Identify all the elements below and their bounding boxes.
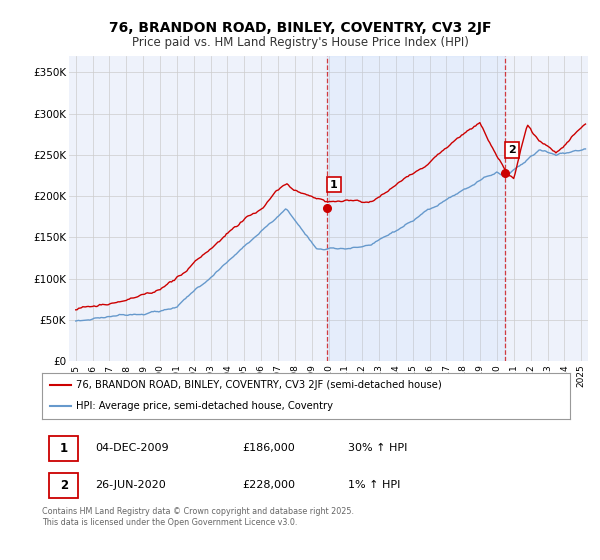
Text: 76, BRANDON ROAD, BINLEY, COVENTRY, CV3 2JF (semi-detached house): 76, BRANDON ROAD, BINLEY, COVENTRY, CV3 … xyxy=(76,380,442,390)
Text: 1: 1 xyxy=(60,442,68,455)
Text: Contains HM Land Registry data © Crown copyright and database right 2025.
This d: Contains HM Land Registry data © Crown c… xyxy=(42,507,354,527)
Text: Price paid vs. HM Land Registry's House Price Index (HPI): Price paid vs. HM Land Registry's House … xyxy=(131,36,469,49)
Text: 76, BRANDON ROAD, BINLEY, COVENTRY, CV3 2JF: 76, BRANDON ROAD, BINLEY, COVENTRY, CV3 … xyxy=(109,21,491,35)
Bar xyxy=(327,56,505,361)
Text: HPI: Average price, semi-detached house, Coventry: HPI: Average price, semi-detached house,… xyxy=(76,402,334,412)
Text: 04-DEC-2009: 04-DEC-2009 xyxy=(95,444,169,454)
Text: 2: 2 xyxy=(60,479,68,492)
Text: 1: 1 xyxy=(330,180,338,190)
Text: £186,000: £186,000 xyxy=(242,444,295,454)
Text: 1% ↑ HPI: 1% ↑ HPI xyxy=(348,480,401,491)
Bar xyxy=(49,473,79,498)
Bar xyxy=(49,436,79,461)
Text: 2: 2 xyxy=(508,145,516,155)
Text: 26-JUN-2020: 26-JUN-2020 xyxy=(95,480,166,491)
Text: 30% ↑ HPI: 30% ↑ HPI xyxy=(348,444,407,454)
Text: £228,000: £228,000 xyxy=(242,480,296,491)
